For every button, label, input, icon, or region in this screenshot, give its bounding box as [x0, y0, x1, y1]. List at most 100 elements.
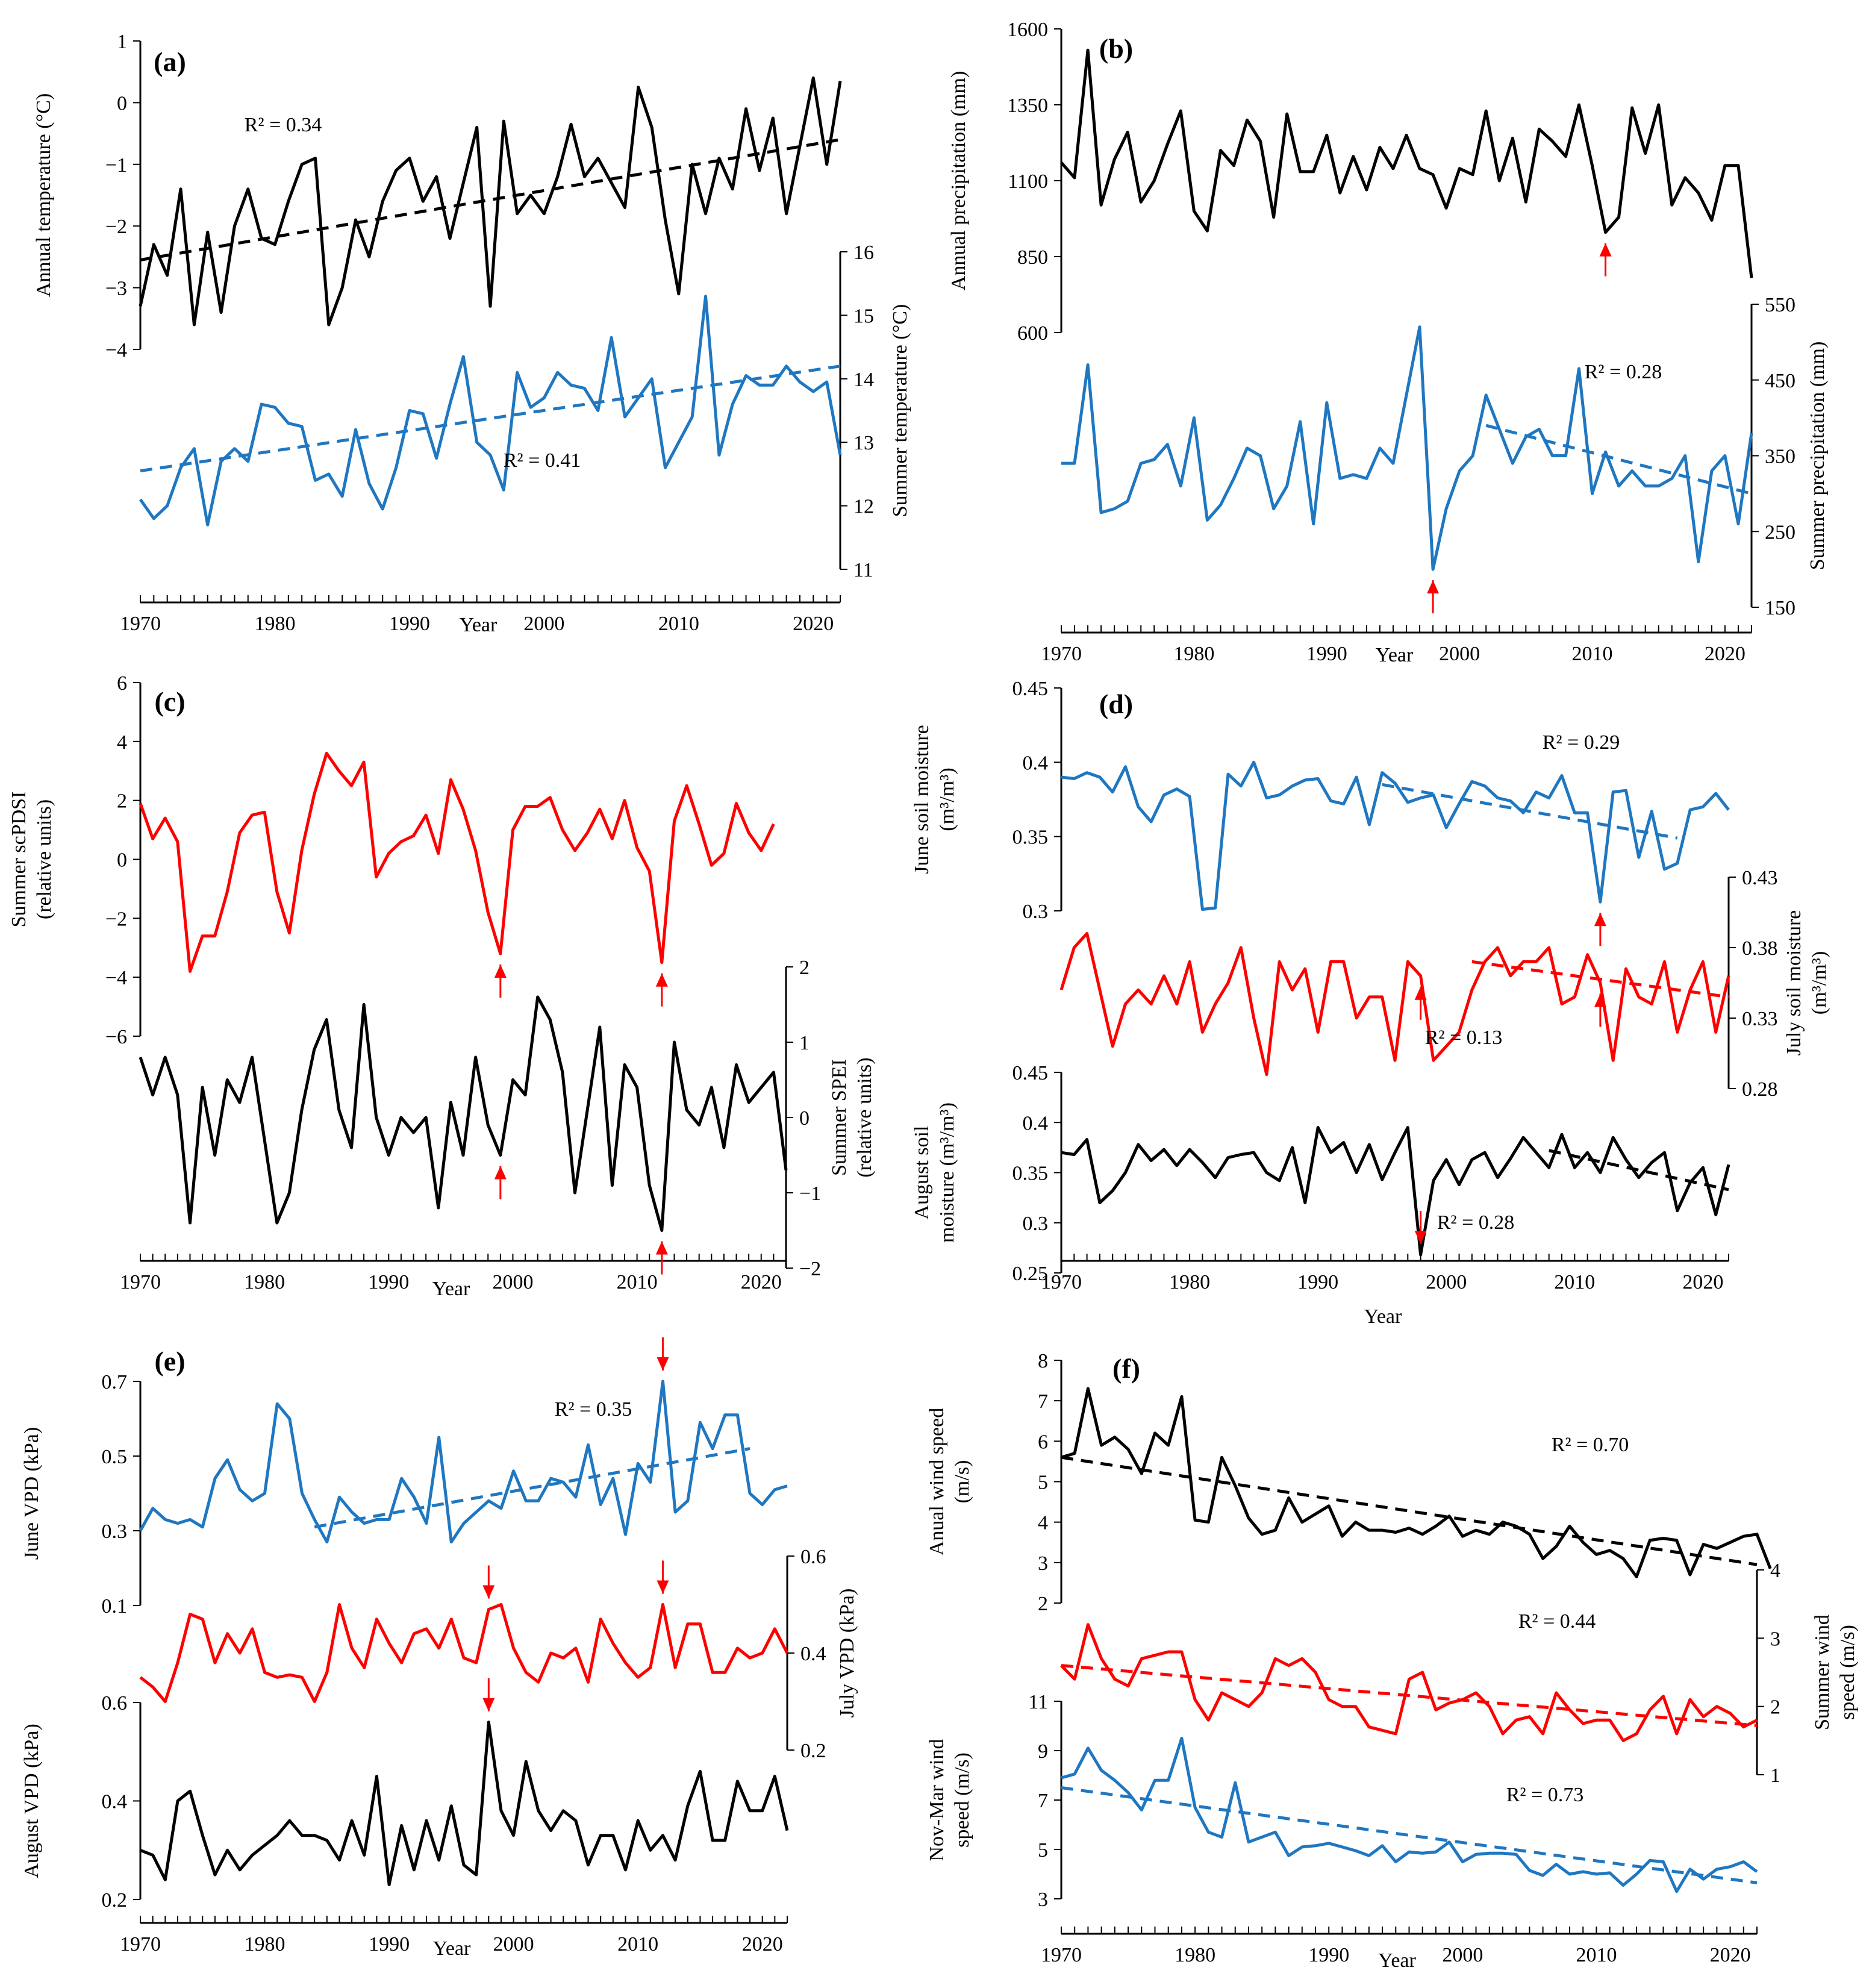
trend-line	[1471, 960, 1729, 999]
y-tick-label: 3	[1770, 1628, 1780, 1650]
event-arrow-head	[1427, 580, 1440, 594]
series-line	[1059, 932, 1730, 1077]
series-line	[1061, 760, 1730, 911]
series-line	[139, 1603, 789, 1703]
y-tick-label: 0.3	[102, 1521, 128, 1543]
x-tick-label: 1980	[244, 1271, 285, 1293]
y-tick-label: 12	[853, 496, 874, 518]
y-axis-title: August VPD (kPa)	[20, 1724, 43, 1878]
y-tick-label: 6	[1038, 1431, 1048, 1453]
x-tick-label: 2020	[741, 1271, 782, 1293]
trend-line	[1549, 1149, 1729, 1192]
y-axis-title: (relative units)	[33, 799, 55, 919]
event-arrow-head	[1414, 986, 1427, 1000]
y-axis-title: July VPD (kPa)	[836, 1589, 858, 1718]
y-tick-label: 4	[1770, 1560, 1780, 1582]
y-tick-label: 250	[1765, 521, 1795, 543]
y-tick-label: 3	[1038, 1889, 1048, 1911]
x-tick-label: 1970	[1041, 643, 1082, 665]
x-tick-label: 2000	[1426, 1271, 1467, 1293]
y-tick-label: 11	[1028, 1691, 1048, 1713]
y-tick-label: 0.5	[102, 1446, 128, 1468]
r-squared-label: R² = 0.70	[1552, 1434, 1629, 1456]
trend-line	[1382, 783, 1678, 840]
y-tick-label: −1	[105, 154, 127, 177]
event-arrow-head	[482, 1698, 495, 1711]
y-tick-label: −2	[105, 216, 127, 238]
y-tick-label: 4	[117, 731, 127, 754]
x-axis-title: Year	[1364, 1305, 1402, 1328]
panel-d: 1970 1980 1990 2000 2010 2020 Year 0.45 0.4 0.35 0…	[911, 678, 1830, 1328]
x-axis-title: Year	[433, 1937, 471, 1960]
event-arrow-head	[482, 1585, 495, 1599]
y-tick-label: 2	[799, 957, 810, 979]
y-tick-label: 0.2	[800, 1740, 826, 1762]
y-tick-label: 350	[1765, 446, 1795, 468]
x-axis-title: Year	[460, 614, 498, 636]
y-tick-label: 0	[117, 849, 127, 872]
r-squared-label: R² = 0.35	[555, 1398, 632, 1421]
x-tick-label: 1980	[254, 613, 295, 635]
y-tick-label: 450	[1765, 370, 1795, 392]
r-squared-label: R² = 0.28	[1437, 1211, 1515, 1234]
y-tick-label: −1	[799, 1183, 821, 1205]
y-tick-label: 3	[1038, 1552, 1048, 1575]
y-tick-label: 0.35	[1012, 1163, 1049, 1185]
y-tick-label: 7	[1038, 1790, 1048, 1812]
x-tick-label: 1980	[1173, 643, 1214, 665]
y-tick-label: 1350	[1007, 95, 1048, 117]
y-axis-title: speed (m/s)	[1836, 1625, 1859, 1720]
event-arrow-head	[657, 1357, 669, 1371]
y-tick-label: −4	[105, 967, 127, 989]
y-tick-label: 0.43	[1742, 867, 1778, 889]
event-arrow-head	[655, 1241, 668, 1255]
x-tick-label: 1990	[368, 1271, 409, 1293]
y-tick-label: 9	[1038, 1740, 1048, 1763]
series-line	[1060, 1623, 1758, 1742]
y-axis-title: Anual wind speed	[926, 1408, 948, 1556]
event-arrow-head	[657, 1580, 669, 1594]
y-tick-label: 0.28	[1742, 1078, 1778, 1101]
y-axis-title: Annual temperature (°C)	[33, 93, 55, 297]
x-tick-label: 2010	[1572, 643, 1613, 665]
series-line	[1060, 48, 1753, 278]
y-axis-title: speed (m/s)	[951, 1752, 973, 1848]
y-axis-title: Summer wind	[1811, 1614, 1833, 1730]
y-tick-label: 0.6	[800, 1546, 826, 1568]
trend-line	[1485, 424, 1752, 495]
x-tick-label: 2000	[1439, 643, 1480, 665]
x-tick-label: 2000	[1442, 1944, 1483, 1966]
x-tick-label: 1970	[120, 613, 161, 635]
y-tick-label: 15	[853, 305, 874, 327]
x-tick-label: 2010	[1576, 1944, 1617, 1966]
x-tick-label: 1970	[1041, 1271, 1082, 1293]
panel-label: (d)	[1099, 689, 1133, 719]
x-tick-label: 2020	[1705, 643, 1746, 665]
y-tick-label: 0.4	[800, 1643, 826, 1665]
y-axis-title: Nov-Mar wind	[926, 1739, 948, 1861]
trend-line	[1061, 1786, 1758, 1884]
y-tick-label: 11	[853, 559, 873, 581]
panel-f: 1970 1980 1990 2000 2010 2020 Year 8 7 6 5 4 3 2 Anual…	[926, 1350, 1859, 1972]
trend-line	[314, 1447, 750, 1529]
panel-c: 1970 1980 1990 2000 2010 2020 Year 6 4 2 0 −2 −4 −6 Su…	[8, 672, 876, 1300]
series-line	[139, 751, 775, 973]
series-line	[139, 1380, 788, 1544]
y-tick-label: 4	[1038, 1512, 1048, 1534]
y-tick-label: −2	[799, 1258, 821, 1280]
y-tick-label: 1	[1770, 1765, 1780, 1787]
y-tick-label: 0.4	[102, 1791, 128, 1813]
y-tick-label: 5	[1038, 1472, 1048, 1494]
series-line	[140, 1721, 789, 1886]
x-tick-label: 1980	[245, 1933, 285, 1955]
event-arrow-head	[1594, 913, 1606, 927]
r-squared-label: R² = 0.44	[1518, 1610, 1596, 1633]
x-tick-label: 2020	[742, 1933, 783, 1955]
y-tick-label: 0.25	[1012, 1263, 1049, 1285]
x-tick-label: 2010	[617, 1933, 658, 1955]
y-tick-label: 1	[799, 1032, 810, 1054]
y-tick-label: 0.38	[1742, 937, 1778, 960]
y-axis-title: Summer temperature (°C)	[889, 304, 911, 517]
y-tick-label: 1600	[1007, 19, 1048, 41]
